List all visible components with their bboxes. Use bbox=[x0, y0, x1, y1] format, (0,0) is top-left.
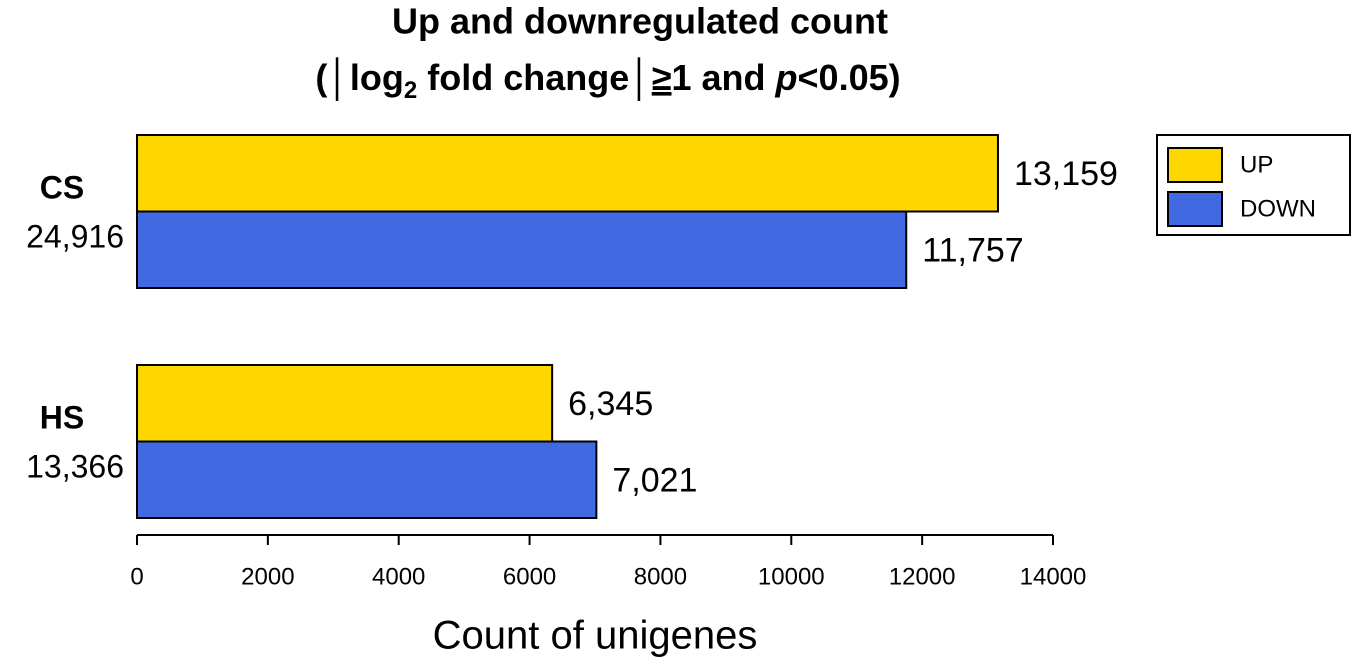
legend-label: UP bbox=[1240, 151, 1273, 178]
title-subscript: 2 bbox=[404, 77, 417, 104]
bar bbox=[136, 210, 908, 289]
title-part: p bbox=[775, 57, 798, 98]
legend-swatch bbox=[1167, 147, 1223, 183]
chart-title: Up and downregulated count bbox=[392, 1, 888, 42]
x-tick-label: 10000 bbox=[758, 563, 825, 590]
value-label: 11,757 bbox=[922, 232, 1023, 270]
bar bbox=[136, 134, 999, 213]
x-axis-label: Count of unigenes bbox=[433, 614, 758, 658]
legend-label: DOWN bbox=[1240, 195, 1316, 222]
x-tick-label: 2000 bbox=[241, 563, 294, 590]
x-tick-label: 0 bbox=[130, 563, 143, 590]
x-tick-label: 14000 bbox=[1020, 563, 1087, 590]
title-part: <0.05) bbox=[798, 57, 901, 98]
bar bbox=[136, 440, 598, 519]
legend-swatch bbox=[1167, 191, 1223, 227]
category-label: CS bbox=[40, 169, 84, 205]
value-label: 6,345 bbox=[568, 385, 653, 423]
category-total: 24,916 bbox=[26, 218, 124, 254]
x-tick-label: 4000 bbox=[372, 563, 425, 590]
bar bbox=[136, 364, 554, 443]
x-tick-label: 8000 bbox=[634, 563, 687, 590]
category-total: 13,366 bbox=[26, 448, 124, 484]
value-label: 7,021 bbox=[612, 462, 697, 500]
title-part: 1 and bbox=[672, 57, 776, 98]
x-tick-label: 6000 bbox=[503, 563, 556, 590]
title-part: (│log bbox=[315, 57, 403, 101]
value-label: 13,159 bbox=[1014, 155, 1118, 193]
title-part: fold change│ bbox=[417, 57, 652, 101]
title-part: ≥ bbox=[652, 57, 672, 98]
category-label: HS bbox=[40, 399, 84, 435]
x-tick-label: 12000 bbox=[889, 563, 956, 590]
chart-subtitle: (│log2 fold change│≥1 and p<0.05) bbox=[315, 57, 900, 105]
